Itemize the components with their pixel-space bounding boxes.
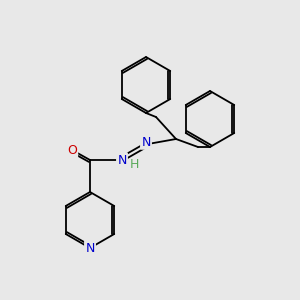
Text: N: N bbox=[141, 136, 151, 148]
Text: N: N bbox=[117, 154, 127, 166]
Text: H: H bbox=[129, 158, 139, 170]
Text: N: N bbox=[85, 242, 95, 254]
Text: O: O bbox=[67, 143, 77, 157]
